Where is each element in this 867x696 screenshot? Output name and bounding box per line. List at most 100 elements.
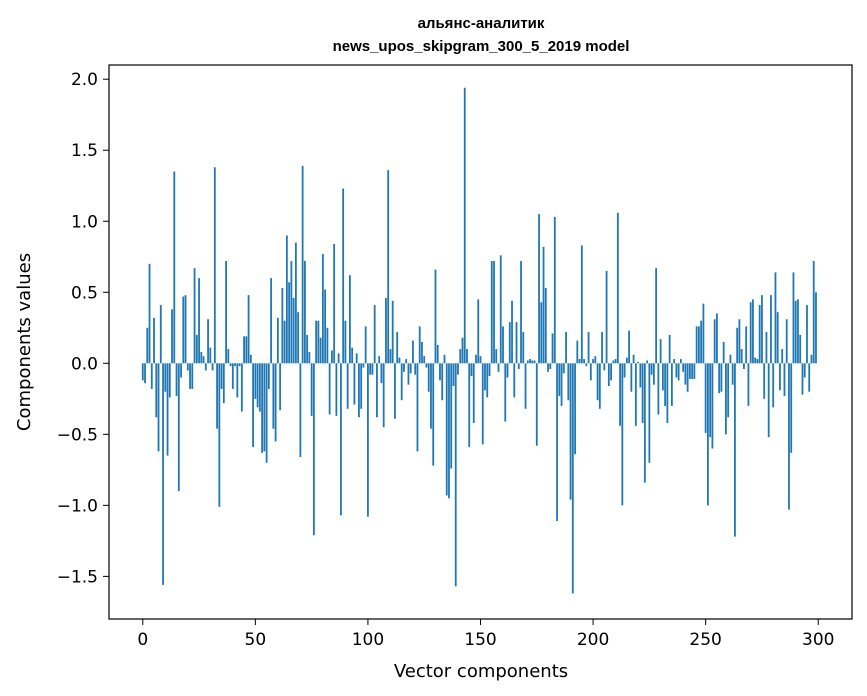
x-tick-label: 250 — [689, 630, 721, 650]
bar-194 — [578, 359, 581, 364]
bar-295 — [806, 305, 808, 364]
bar-43 — [238, 363, 241, 367]
bar-165 — [513, 363, 516, 398]
bar-65 — [288, 282, 291, 364]
bar-55 — [265, 363, 268, 463]
bar-219 — [634, 363, 637, 426]
bar-274 — [758, 305, 761, 364]
bar-20 — [186, 363, 189, 371]
bar-217 — [630, 363, 633, 392]
y-tick-label: 0.0 — [71, 354, 98, 374]
bar-136 — [448, 363, 450, 499]
bar-170 — [524, 363, 527, 409]
bar-168 — [520, 261, 522, 364]
bar-0 — [141, 363, 144, 381]
bar-132 — [439, 363, 441, 381]
bar-293 — [801, 363, 804, 395]
bar-279 — [770, 295, 772, 364]
bar-265 — [738, 319, 741, 364]
bar-244 — [691, 363, 694, 379]
bar-101 — [369, 363, 372, 375]
bar-175 — [535, 363, 538, 446]
bar-125 — [423, 356, 426, 364]
x-axis-ticks: 0 50 100 150 200 250 300 — [137, 619, 834, 650]
bar-11 — [166, 363, 169, 456]
bar-248 — [700, 320, 703, 364]
bar-91 — [346, 363, 349, 409]
bar-213 — [621, 363, 624, 506]
bar-255 — [716, 313, 718, 364]
bar-207 — [607, 363, 610, 387]
bar-115 — [400, 363, 403, 401]
bar-196 — [583, 359, 585, 364]
bar-141 — [459, 349, 462, 364]
bar-42 — [236, 363, 239, 398]
bar-6 — [155, 363, 158, 418]
bar-278 — [767, 363, 770, 438]
bar-40 — [231, 363, 234, 389]
bar-8 — [159, 305, 162, 364]
bar-169 — [522, 332, 525, 364]
bar-268 — [745, 326, 748, 364]
bar-88 — [340, 363, 342, 516]
bar-48 — [249, 354, 252, 364]
bar-206 — [605, 270, 608, 364]
bar-235 — [670, 363, 673, 406]
bar-37 — [225, 261, 227, 364]
bar-16 — [177, 363, 180, 492]
bar-109 — [387, 170, 390, 364]
bar-45 — [243, 336, 245, 364]
bar-94 — [353, 363, 356, 405]
bar-167 — [517, 363, 520, 369]
bar-286 — [785, 319, 788, 364]
bar-33 — [216, 363, 218, 429]
bar-272 — [754, 357, 757, 364]
bar-191 — [571, 363, 574, 594]
bar-107 — [382, 363, 385, 428]
bar-212 — [619, 363, 621, 426]
bar-150 — [479, 356, 482, 364]
bar-158 — [497, 363, 500, 372]
bar-173 — [531, 360, 534, 364]
bar-118 — [407, 363, 410, 385]
bar-183 — [553, 216, 556, 364]
bar-160 — [502, 326, 504, 364]
bar-92 — [349, 275, 351, 364]
bar-26 — [200, 351, 203, 364]
bar-100 — [367, 363, 369, 517]
bar-284 — [781, 349, 784, 364]
x-tick-label: 200 — [577, 630, 609, 650]
bar-193 — [576, 340, 579, 364]
x-axis-label: Vector components — [394, 661, 568, 682]
bar-243 — [688, 363, 691, 379]
bar-59 — [274, 363, 277, 442]
bar-103 — [373, 305, 376, 364]
bar-105 — [378, 356, 381, 364]
bar-154 — [488, 363, 491, 377]
bar-139 — [454, 363, 457, 587]
bar-177 — [540, 302, 543, 364]
bar-250 — [704, 363, 707, 433]
bar-52 — [258, 363, 261, 412]
bar-79 — [319, 337, 322, 364]
bar-143 — [463, 87, 466, 364]
bar-240 — [682, 363, 685, 372]
bar-108 — [385, 297, 387, 364]
bar-84 — [331, 350, 333, 364]
bar-102 — [371, 363, 374, 375]
bar-228 — [655, 268, 658, 364]
bar-204 — [601, 332, 603, 364]
bar-233 — [666, 363, 669, 423]
bar-27 — [202, 356, 205, 364]
bar-152 — [484, 363, 486, 391]
y-tick-label: −1.5 — [57, 567, 98, 587]
bar-187 — [562, 363, 565, 374]
bar-147 — [472, 363, 475, 423]
bar-157 — [495, 349, 498, 364]
bar-201 — [594, 356, 597, 364]
bar-163 — [508, 322, 511, 364]
bar-34 — [218, 363, 221, 507]
bar-222 — [641, 363, 644, 423]
bar-203 — [598, 363, 601, 409]
bar-49 — [252, 363, 254, 448]
